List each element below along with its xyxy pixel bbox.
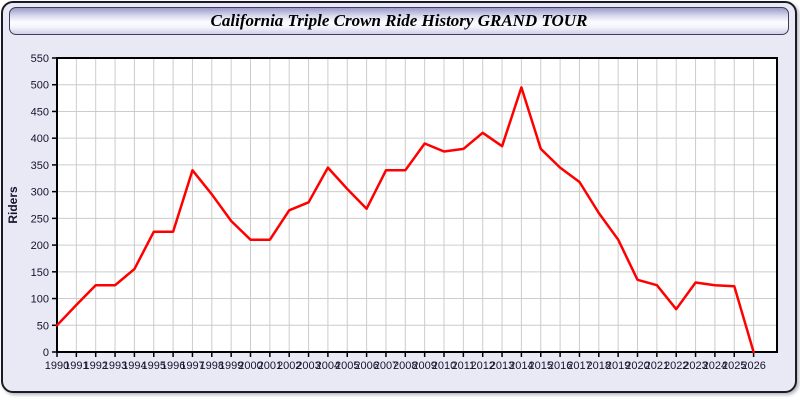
x-tick-label: 2006 [354,360,378,372]
x-tick-label: 1990 [45,360,69,372]
plot-frame [56,57,778,353]
x-tick-label: 2017 [567,360,591,372]
x-tick-label: 1994 [122,360,146,372]
y-tick-label: 200 [31,240,49,252]
x-tick-label: 2020 [625,360,649,372]
page-title: California Triple Crown Ride History GRA… [210,11,588,30]
x-tick-label: 1992 [83,360,107,372]
x-tick-label: 1999 [219,360,243,372]
x-tick-label: 2026 [741,360,765,372]
x-tick-label: 2002 [277,360,301,372]
x-tick-label: 1998 [200,360,224,372]
y-tick-label: 0 [43,347,49,359]
y-tick-label: 550 [31,53,49,65]
y-tick-label: 500 [31,80,49,92]
x-tick-label: 2003 [296,360,320,372]
y-tick-label: 350 [31,160,49,172]
y-tick-label: 250 [31,213,49,225]
y-axis-title: Riders [6,186,20,224]
x-tick-label: 2011 [452,360,476,372]
y-tick-label: 150 [31,267,49,279]
x-tick-label: 2014 [509,360,533,372]
y-tick-label: 50 [37,320,49,332]
plot-area [57,58,777,352]
x-tick-label: 2009 [412,360,436,372]
y-tick-label: 450 [31,106,49,118]
x-tick-label: 1997 [180,360,204,372]
x-tick-label: 2005 [335,360,359,372]
x-tick-label: 2015 [529,360,553,372]
x-tick-label: 1993 [103,360,127,372]
x-tick-label: 2012 [470,360,494,372]
x-tick-label: 2024 [703,360,727,372]
x-tick-label: 2008 [393,360,417,372]
x-tick-label: 2022 [664,360,688,372]
x-tick-label: 2025 [722,360,746,372]
riders-series-line [55,86,755,354]
x-tick-label: 1991 [64,360,88,372]
x-tick-label: 1995 [142,360,166,372]
x-tick-label: 2013 [490,360,514,372]
y-tick-label: 400 [31,133,49,145]
title-bar: California Triple Crown Ride History GRA… [9,7,789,35]
x-tick-label: 2016 [548,360,572,372]
y-tick-label: 100 [31,294,49,306]
x-tick-label: 2010 [432,360,456,372]
x-tick-label: 2021 [645,360,669,372]
y-tick-label: 300 [31,187,49,199]
x-tick-label: 2004 [316,360,340,372]
x-tick-label: 1996 [161,360,185,372]
x-tick-label: 2000 [238,360,262,372]
x-tick-label: 2019 [606,360,630,372]
x-tick-label: 2018 [587,360,611,372]
x-tick-label: 2023 [683,360,707,372]
x-tick-label: 2007 [374,360,398,372]
x-tick-label: 2001 [258,360,282,372]
